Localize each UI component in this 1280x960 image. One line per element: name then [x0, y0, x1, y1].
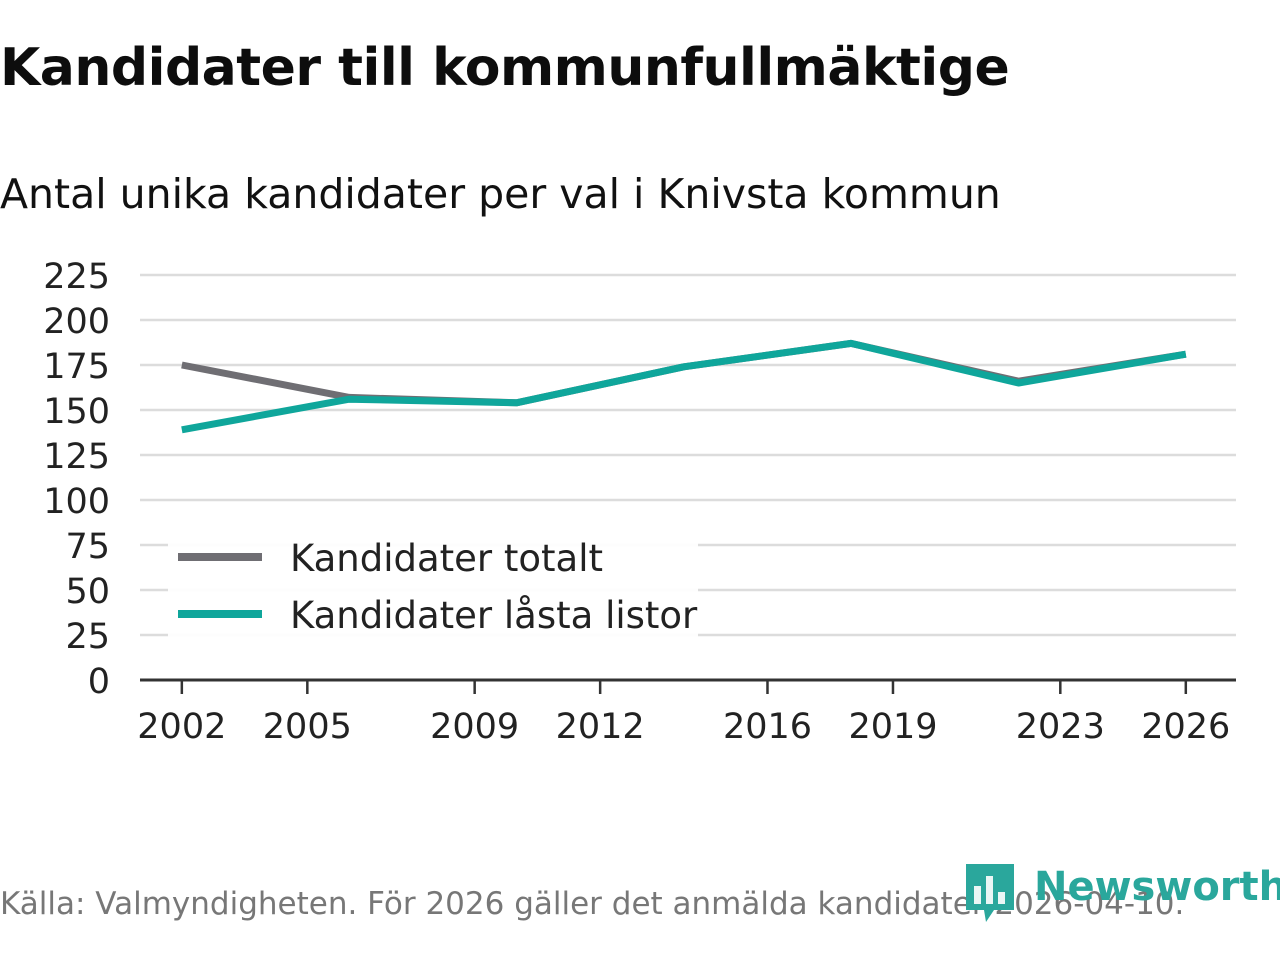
bar-chart-flag-icon	[966, 864, 1014, 922]
brand-name: Newsworthy	[1034, 864, 1280, 910]
y-axis: 0 25 50 75 100 125 150 175 200 225	[43, 257, 110, 702]
y-tick-label: 75	[65, 527, 110, 567]
chart-title: Kandidater till kommunfullmäktige	[0, 38, 1010, 98]
x-tick-label: 2005	[263, 707, 352, 747]
x-tick-label: 2009	[430, 707, 519, 747]
x-tick-label: 2019	[848, 707, 937, 747]
y-tick-label: 175	[43, 347, 110, 387]
y-tick-label: 0	[88, 662, 110, 702]
series-line-totalt	[181, 339, 1187, 407]
legend: Kandidater totalt Kandidater låsta listo…	[168, 537, 698, 640]
y-tick-label: 25	[65, 617, 110, 657]
y-tick-label: 50	[65, 572, 110, 612]
x-tick-label: 2002	[137, 707, 226, 747]
y-tick-label: 125	[43, 437, 110, 477]
x-tick-label: 2023	[1016, 707, 1105, 747]
x-axis: 2002 2005 2009 2012 2016 2019 2023 2026	[137, 680, 1230, 747]
y-tick-label: 100	[43, 482, 110, 522]
x-tick-label: 2016	[723, 707, 812, 747]
y-tick-label: 200	[43, 302, 110, 342]
y-tick-label: 150	[43, 392, 110, 432]
x-tick-label: 2026	[1141, 707, 1230, 747]
series-lines	[181, 339, 1187, 434]
series-line-lasta	[181, 339, 1187, 434]
chart-subtitle: Antal unika kandidater per val i Knivsta…	[0, 170, 1001, 218]
legend-label-totalt: Kandidater totalt	[290, 537, 603, 580]
brand-logo: Newsworthy	[964, 862, 1280, 928]
x-tick-label: 2012	[556, 707, 645, 747]
legend-label-lasta: Kandidater låsta listor	[290, 594, 698, 637]
y-tick-label: 225	[43, 257, 110, 297]
